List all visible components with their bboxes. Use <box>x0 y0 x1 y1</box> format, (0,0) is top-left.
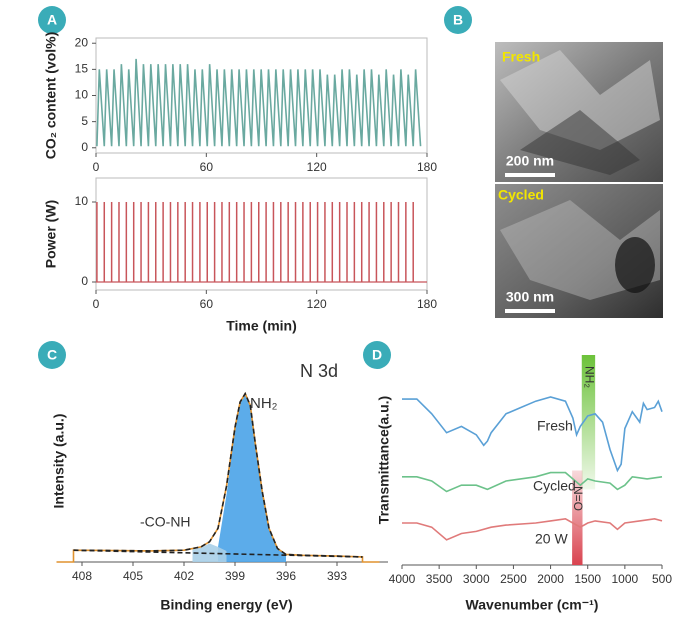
y-tick-label: 5 <box>81 114 88 128</box>
texture <box>500 50 660 150</box>
panel-label: B <box>453 12 463 28</box>
x-tick-label: 405 <box>123 569 143 583</box>
x-tick-label: 60 <box>200 160 214 174</box>
series-line <box>73 549 363 558</box>
x-tick-label: 399 <box>225 569 245 583</box>
x-tick-label: 0 <box>93 160 100 174</box>
sem-images: Fresh 200 nm Cycled 300 nm <box>495 42 663 318</box>
x-axis-label: Binding energy (eV) <box>160 597 292 613</box>
texture <box>615 237 655 293</box>
band <box>581 355 596 490</box>
panel-label: C <box>47 347 57 363</box>
component-area <box>218 395 286 562</box>
x-tick-label: 2000 <box>537 572 564 586</box>
series-label: Cycled <box>533 478 576 494</box>
series-line <box>96 58 422 147</box>
band-label: NH₂ <box>582 366 596 388</box>
x-tick-label: 0 <box>93 297 100 311</box>
band-label: N=O <box>571 486 585 511</box>
series-line <box>402 396 663 473</box>
y-axis-label: Intensity (a.u.) <box>51 414 67 509</box>
chart: 4000 3500 3000 2500 2000 1500 1000 500 Wavenumbe… <box>376 355 672 613</box>
y-tick-label: 20 <box>75 35 89 49</box>
image-label: Cycled <box>498 187 544 203</box>
x-tick-label: 180 <box>417 297 437 311</box>
y-axis-label: CO₂ content (vol%) <box>43 32 59 160</box>
texture <box>520 110 640 175</box>
panel-labels: A B C D <box>38 6 472 369</box>
x-tick-label: 408 <box>72 569 92 583</box>
panel-badge <box>363 341 391 369</box>
x-tick-label: 402 <box>174 569 194 583</box>
y-tick-label: 10 <box>75 194 89 208</box>
x-tick-label: 180 <box>417 160 437 174</box>
x-tick-label: 3000 <box>463 572 490 586</box>
panel-label: A <box>47 12 57 28</box>
y-tick-label: 0 <box>81 274 88 288</box>
panel-label: D <box>372 347 382 363</box>
series-line <box>402 471 663 493</box>
panel-badge <box>38 341 66 369</box>
annotation: N 3d <box>300 361 338 381</box>
band <box>572 470 583 565</box>
annotation: NH₂ <box>250 395 278 412</box>
x-tick-label: 393 <box>327 569 347 583</box>
y-axis-label: Power (W) <box>43 200 59 268</box>
x-tick-label: 1500 <box>574 572 601 586</box>
annotation: -CO-NH <box>140 514 191 530</box>
image-label: Fresh <box>502 49 540 65</box>
x-axis-label: Time (min) <box>226 318 297 334</box>
y-tick-label: 0 <box>81 140 88 154</box>
panel-badge <box>38 6 66 34</box>
y-tick-label: 10 <box>75 88 89 102</box>
series-line <box>402 517 663 541</box>
scale-bar-label: 300 nm <box>506 289 554 305</box>
panel-badge <box>444 6 472 34</box>
plot-frame <box>95 177 428 291</box>
x-tick-label: 1000 <box>612 572 639 586</box>
x-tick-label: 500 <box>652 572 672 586</box>
x-tick-label: 60 <box>200 297 214 311</box>
chart: 408 405 402 399 396 393 Binding energy (eV) Int… <box>51 361 388 613</box>
y-axis-label: Transmittance(a.u.) <box>376 396 392 524</box>
series-label: 20 W <box>535 531 568 547</box>
series-line <box>73 391 363 558</box>
x-tick-label: 4000 <box>389 572 416 586</box>
series-label: Fresh <box>537 418 573 434</box>
y-tick-label: 15 <box>75 62 89 76</box>
chart: 0 60 120 180 0 10 Time (min) Power (W) <box>43 177 437 334</box>
x-axis-label: Wavenumber (cm⁻¹) <box>466 597 599 613</box>
x-tick-label: 396 <box>276 569 296 583</box>
scale-bar-label: 200 nm <box>506 153 554 169</box>
series-line <box>56 391 380 563</box>
x-tick-label: 120 <box>307 297 327 311</box>
x-tick-label: 3500 <box>426 572 453 586</box>
chart: 0 60 120 180 0 5 10 15 20 CO₂ content (vol%) <box>43 32 438 174</box>
x-tick-label: 2500 <box>500 572 527 586</box>
x-tick-label: 120 <box>307 160 327 174</box>
